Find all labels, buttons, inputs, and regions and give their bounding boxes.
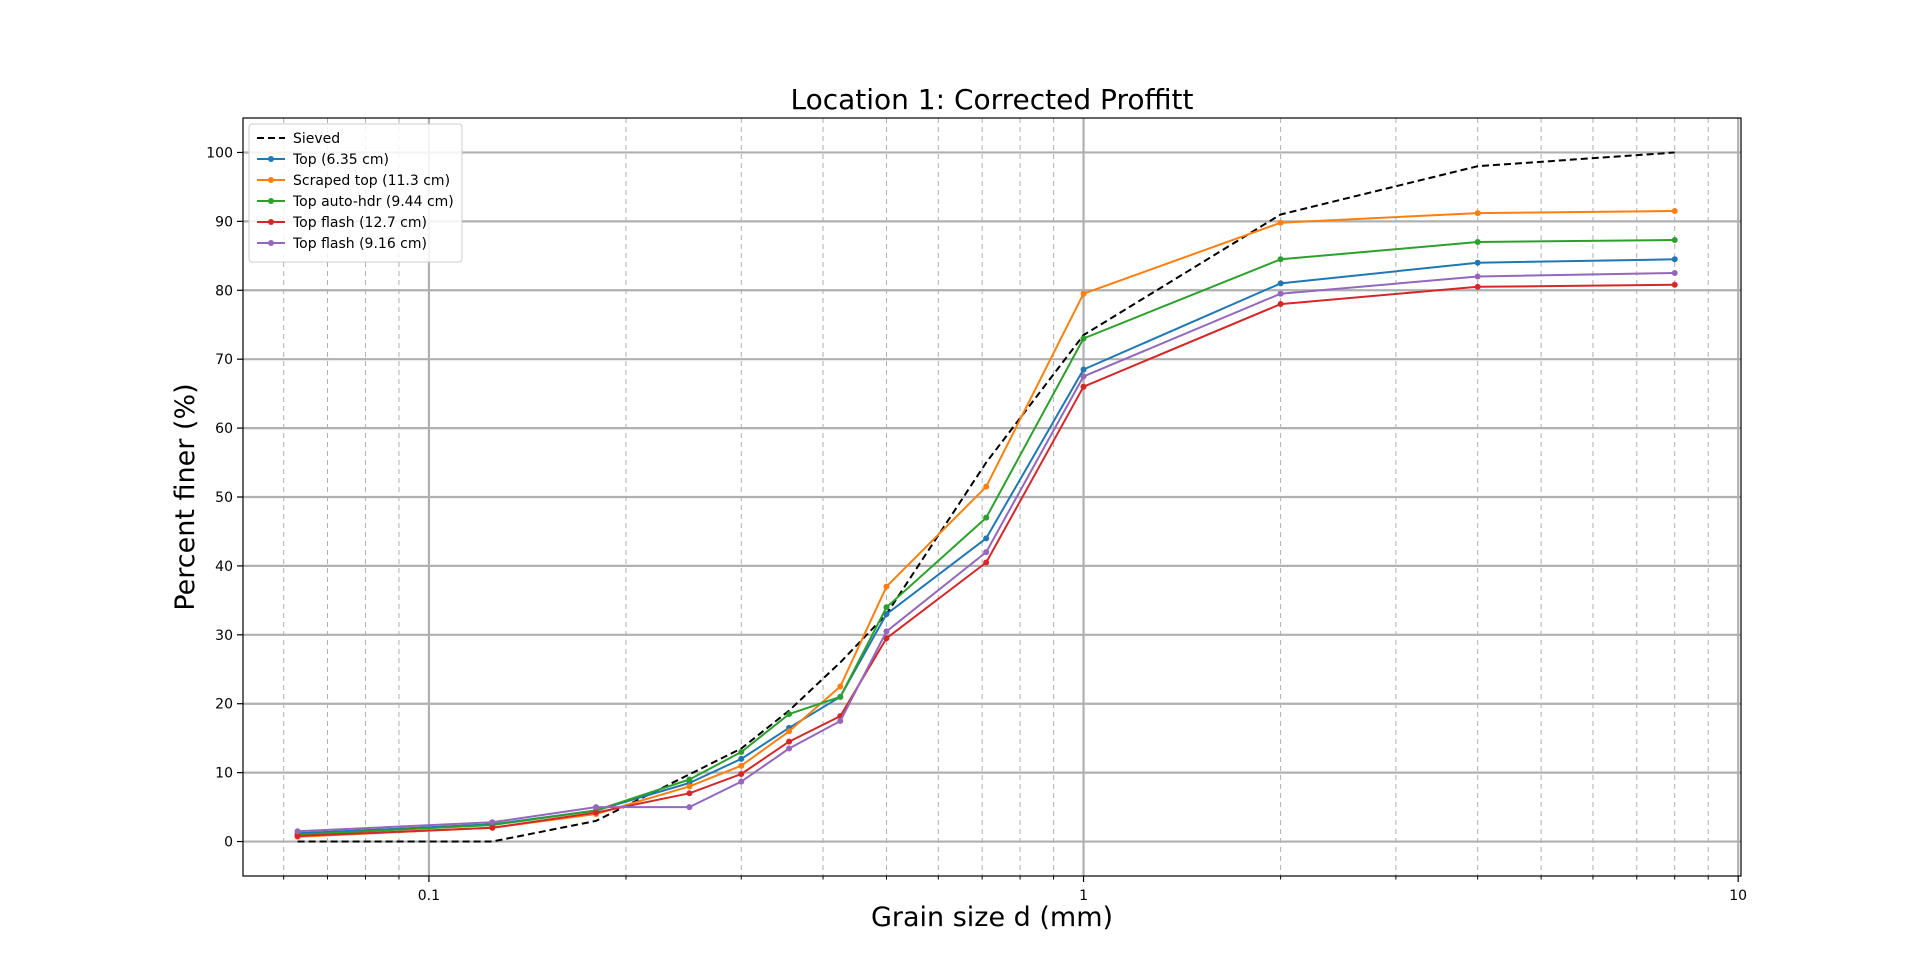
data-point: [1474, 259, 1481, 266]
y-tick-label: 80: [215, 283, 233, 299]
data-point: [1277, 256, 1284, 263]
data-point: [837, 693, 844, 700]
x-tick-label: 1: [1079, 888, 1088, 904]
data-point: [686, 776, 693, 783]
data-point: [883, 604, 890, 611]
data-point: [1474, 273, 1481, 280]
x-tick-label: 0.1: [418, 888, 440, 904]
data-point: [686, 804, 693, 811]
legend-label: Sieved: [293, 131, 340, 147]
data-point: [883, 628, 890, 635]
axis-ticks: [237, 151, 1739, 882]
legend-entry: Top (6.35 cm): [257, 152, 389, 168]
legend-label: Top flash (9.16 cm): [292, 236, 427, 252]
data-point: [1080, 290, 1087, 297]
series-layer: [294, 151, 1678, 843]
data-point: [983, 559, 990, 566]
data-point: [883, 611, 890, 618]
chart-title: Location 1: Corrected Proffitt: [790, 83, 1193, 116]
data-point: [786, 745, 793, 752]
series-5: [294, 270, 1678, 835]
data-point: [1671, 236, 1678, 243]
data-point: [1671, 281, 1678, 288]
y-tick-label: 50: [215, 490, 233, 506]
data-point: [1671, 208, 1678, 215]
y-tick-label: 30: [215, 628, 233, 644]
legend-entry: Top flash (12.7 cm): [257, 215, 427, 231]
y-tick-label: 90: [215, 214, 233, 230]
data-point: [686, 790, 693, 797]
data-point: [1671, 270, 1678, 277]
series-line: [297, 210, 1675, 838]
data-point: [1080, 383, 1087, 390]
y-tick-label: 40: [215, 559, 233, 575]
legend-entry: Scraped top (11.3 cm): [257, 173, 450, 189]
data-point: [883, 635, 890, 642]
data-point: [786, 711, 793, 718]
x-axis-label: Grain size d (mm): [871, 902, 1113, 933]
legend-label: Top flash (12.7 cm): [292, 215, 427, 231]
data-point: [1474, 210, 1481, 217]
legend: Sieved Top (6.35 cm) Scraped top (11.3 cm)…: [248, 123, 463, 263]
data-point: [983, 483, 990, 490]
major-grid: [243, 118, 1741, 876]
y-tick-label: 60: [215, 421, 233, 437]
data-point: [1671, 256, 1678, 263]
y-axis-label: Percent finer (%): [170, 383, 201, 610]
data-point: [294, 833, 301, 840]
data-point: [593, 804, 600, 811]
data-point: [1277, 301, 1284, 308]
y-tick-label: 70: [215, 352, 233, 368]
data-point: [786, 738, 793, 745]
y-tick-label: 20: [215, 697, 233, 713]
data-point: [686, 783, 693, 790]
data-point: [1080, 366, 1087, 373]
legend-entry: Top auto-hdr (9.44 cm): [257, 194, 454, 210]
data-point: [983, 514, 990, 521]
legend-marker: [268, 177, 274, 183]
legend-marker: [268, 156, 274, 162]
data-point: [983, 549, 990, 556]
data-point: [1277, 290, 1284, 297]
data-point: [1080, 373, 1087, 380]
legend-marker: [268, 240, 274, 246]
data-point: [1474, 283, 1481, 290]
data-point: [593, 809, 600, 816]
data-point: [489, 819, 496, 826]
data-point: [294, 828, 301, 835]
series-1: [294, 256, 1678, 837]
data-point: [738, 762, 745, 769]
legend-label: Top (6.35 cm): [292, 152, 389, 168]
legend-label: Scraped top (11.3 cm): [293, 173, 450, 189]
data-point: [738, 748, 745, 755]
data-point: [883, 583, 890, 590]
data-point: [837, 717, 844, 724]
y-tick-label: 10: [215, 766, 233, 782]
data-point: [738, 778, 745, 785]
y-tick-label: 0: [224, 835, 233, 851]
data-point: [1277, 280, 1284, 287]
y-tick-label: 100: [206, 145, 233, 161]
data-point: [837, 683, 844, 690]
series-4: [294, 281, 1678, 840]
data-point: [1277, 219, 1284, 226]
x-tick-label: 10: [1729, 888, 1747, 904]
legend-entry: Sieved: [257, 131, 340, 147]
data-point: [738, 755, 745, 762]
series-line: [297, 258, 1675, 835]
legend-label: Top auto-hdr (9.44 cm): [292, 194, 454, 210]
data-point: [1080, 335, 1087, 342]
legend-marker: [268, 219, 274, 225]
legend-box: [248, 123, 463, 263]
legend-entry: Top flash (9.16 cm): [257, 236, 427, 252]
series-2: [294, 208, 1678, 840]
data-point: [983, 535, 990, 542]
data-point: [786, 728, 793, 735]
data-point: [1474, 239, 1481, 246]
data-point: [738, 771, 745, 778]
data-point: [489, 824, 496, 831]
legend-marker: [268, 198, 274, 204]
